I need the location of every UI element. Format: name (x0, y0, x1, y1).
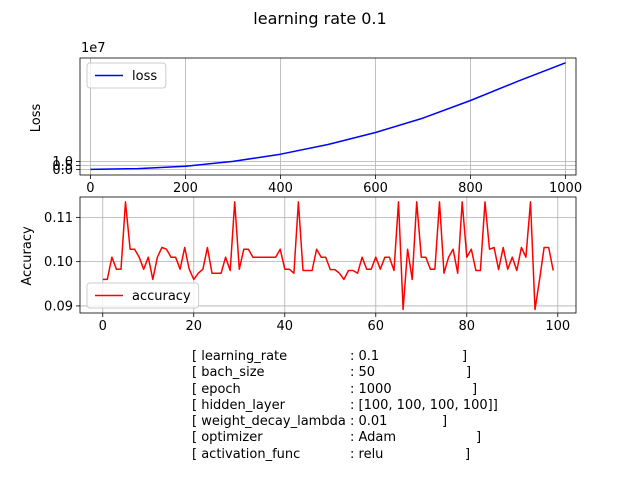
param-row: [ activation_func : relu] (192, 447, 513, 463)
accuracy-series-line (102, 201, 554, 311)
param-name: [ weight_decay_lambda (192, 414, 346, 430)
param-name: [ epoch (192, 381, 241, 397)
accuracy-ylabel: Accuracy (20, 226, 35, 286)
param-close: ] (442, 414, 448, 430)
x-tick-label: 0 (99, 319, 107, 334)
x-tick-label: 1000 (549, 181, 582, 196)
param-name: [ hidden_layer (192, 397, 285, 413)
y-tick-label: 0.0 (52, 163, 73, 178)
loss-plot: 0 200 400 600 800 1000 0.00.51.0 loss (52, 57, 582, 196)
param-close: ] (476, 430, 482, 446)
param-name: [ optimizer (192, 430, 263, 446)
param-row: [ optimizer : Adam] (192, 430, 513, 446)
param-value: : 1000 (350, 381, 392, 397)
param-close: ] (466, 365, 472, 381)
loss-series-line (90, 62, 566, 171)
y-tick-label: 0.10 (44, 255, 73, 270)
param-row: [ hidden_layer : [100, 100, 100, 100]] (192, 398, 513, 414)
y-tick-label: 0.5 (52, 159, 73, 174)
param-close: ] (472, 381, 478, 397)
x-tick-label: 200 (173, 181, 198, 196)
x-tick-label: 20 (185, 319, 202, 334)
param-row: [ learning_rate : 0.1] (192, 349, 513, 365)
x-tick-label: 600 (363, 181, 388, 196)
x-tick-label: 0 (86, 181, 94, 196)
param-value: : Adam (350, 430, 397, 446)
legend-label: loss (132, 69, 157, 84)
param-value: : 50 (350, 365, 376, 381)
param-value: : relu (350, 446, 384, 462)
x-tick-label: 400 (268, 181, 293, 196)
param-row: [ bach_size : 50] (192, 365, 513, 381)
plot-frame (79, 57, 577, 176)
legend-box (86, 282, 200, 309)
param-name: [ learning_rate (192, 349, 288, 364)
param-name: [ bach_size (192, 365, 265, 381)
y-tick-label: 0.09 (44, 299, 73, 314)
legend-box (86, 62, 167, 89)
param-value: : 0.1 (350, 349, 380, 364)
plot-frame (79, 196, 577, 314)
param-close: ] (492, 397, 498, 413)
param-row: [ epoch : 1000] (192, 382, 513, 398)
param-name: [ activation_func (192, 446, 301, 462)
loss-ylabel: Loss (29, 104, 44, 133)
y-tick-label: 1.0 (52, 155, 73, 170)
param-value: : 0.01 (350, 414, 388, 430)
legend-label: accuracy (132, 289, 191, 304)
param-close: ] (465, 446, 471, 462)
figure-title: learning rate 0.1 (253, 9, 386, 28)
param-value: : [100, 100, 100, 100] (350, 397, 493, 413)
param-close: ] (462, 349, 468, 364)
x-tick-label: 40 (276, 319, 293, 334)
accuracy-plot: 0 20 40 60 80 100 0.09 0.10 0.11 accuracy (44, 196, 577, 334)
x-tick-label: 800 (458, 181, 483, 196)
y-tick-label: 0.11 (44, 211, 73, 226)
x-tick-label: 60 (368, 319, 385, 334)
param-row: [ weight_decay_lambda: 0.01] (192, 414, 513, 430)
x-tick-label: 80 (459, 319, 476, 334)
x-tick-label: 100 (545, 319, 570, 334)
hyperparameter-listing: [ learning_rate: 0.1][ bach_size: 50][ e… (192, 349, 513, 463)
loss-scale-label: 1e7 (81, 41, 106, 56)
